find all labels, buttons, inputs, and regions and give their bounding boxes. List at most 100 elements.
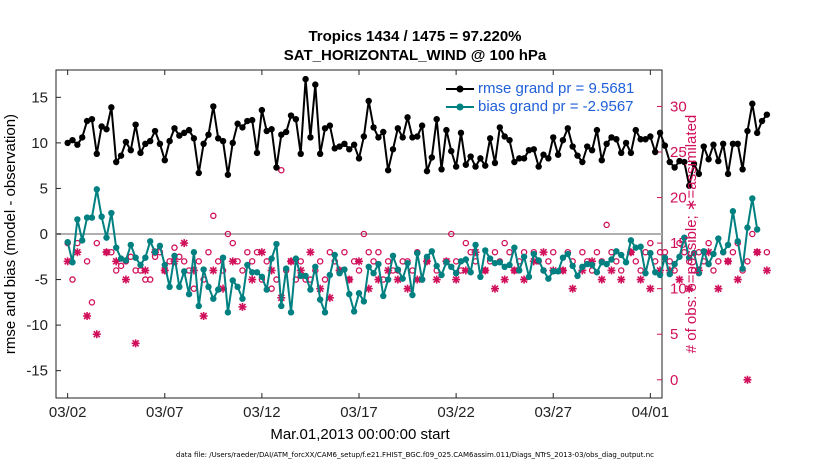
bias-data-point [598, 259, 605, 266]
bias-data-point [482, 247, 489, 254]
x-tick-label: 03/17 [340, 404, 378, 421]
legend-bias-marker-icon [446, 103, 474, 111]
obs-assimilated-marker [121, 275, 130, 284]
bias-data-point [117, 255, 125, 262]
rmse-data-point [588, 146, 596, 154]
bias-data-point [214, 286, 222, 293]
bias-data-point [671, 260, 678, 268]
bias-data-point [273, 240, 280, 248]
bias-data-point [355, 290, 363, 297]
rmse-data-point [710, 141, 717, 148]
rmse-data-point [647, 133, 654, 140]
rmse-data-point [685, 182, 693, 189]
obs-possible-marker [579, 248, 586, 256]
rmse-data-point [302, 75, 309, 83]
obs-assimilated-marker [743, 375, 752, 384]
rmse-data-point [282, 128, 290, 136]
rmse-data-point [705, 156, 712, 163]
bias-data-point [443, 259, 450, 266]
bias-data-point [564, 250, 571, 258]
rmse-data-point [113, 158, 120, 166]
bias-data-point [282, 265, 290, 272]
obs-assimilated-marker [762, 266, 771, 275]
obs-assimilated-marker [248, 275, 257, 284]
rmse-data-point [69, 136, 76, 144]
bias-data-point [151, 249, 159, 256]
bias-data-point [744, 224, 751, 231]
bias-data-point [462, 256, 470, 263]
rmse-data-point [418, 122, 426, 129]
bias-data-point [258, 273, 266, 281]
bias-data-point [681, 234, 688, 241]
obs-assimilated-marker [83, 312, 92, 320]
obs-possible-marker [355, 267, 363, 274]
obs-assimilated-marker [102, 248, 111, 257]
bias-data-point [477, 273, 484, 281]
obs-possible-marker [763, 248, 771, 256]
rmse-data-point [98, 123, 105, 130]
rmse-data-point [326, 122, 334, 129]
rmse-data-point [190, 135, 198, 142]
bias-data-point [331, 251, 338, 259]
bias-data-point [127, 241, 134, 249]
bias-data-point [423, 253, 431, 260]
rmse-data-point [530, 146, 538, 153]
rmse-data-point [176, 132, 183, 139]
rmse-data-point [656, 129, 664, 137]
rmse-data-point [258, 106, 266, 114]
rmse-data-point [501, 133, 508, 140]
bias-data-point [346, 290, 353, 298]
bias-data-point [399, 275, 406, 282]
bias-data-point [268, 255, 275, 262]
bias-data-point [224, 309, 232, 316]
rmse-data-point [666, 158, 673, 166]
bias-data-point [190, 249, 198, 256]
bias-data-point [690, 249, 698, 257]
bias-data-point [593, 269, 601, 276]
bias-data-point [103, 234, 110, 241]
rmse-data-point [103, 126, 110, 133]
chart-title-line2: SAT_HORIZONTAL_WIND @ 100 hPa [283, 47, 547, 64]
rmse-data-point [370, 124, 377, 131]
rmse-data-point [195, 169, 202, 177]
bias-data-point [749, 195, 756, 202]
bias-data-point [336, 269, 343, 277]
rmse-data-point [142, 140, 149, 147]
bias-data-point [312, 263, 319, 270]
obs-possible-marker [637, 267, 644, 274]
rmse-data-point [122, 138, 130, 146]
obs-possible-marker [370, 258, 377, 265]
obs-assimilated-marker [355, 257, 363, 266]
bias-data-point [603, 260, 610, 268]
rmse-data-point [244, 117, 251, 125]
legend-rmse-marker-icon [446, 85, 474, 93]
obs-assimilated-marker [432, 275, 441, 284]
bias-data-point [530, 250, 538, 258]
bias-data-point [185, 290, 193, 298]
rmse-data-point [312, 81, 319, 88]
rmse-data-point [690, 160, 698, 168]
bias-data-point [302, 272, 309, 280]
obs-assimilated-marker [646, 284, 655, 293]
rmse-data-point [423, 167, 431, 175]
obs-assimilated-marker [675, 275, 684, 284]
y2-tick-label: 0 [670, 372, 678, 389]
obs-possible-marker [491, 248, 499, 256]
rmse-data-point [671, 164, 678, 171]
bias-data-point [394, 266, 402, 273]
y-tick-label: -15 [26, 363, 48, 380]
obs-assimilated-marker [597, 275, 606, 284]
obs-assimilated-marker [199, 312, 208, 320]
bias-data-point [93, 186, 100, 193]
bias-data-point [316, 296, 324, 303]
rmse-data-point [724, 170, 732, 178]
obs-assimilated-marker [209, 266, 218, 275]
rmse-data-point [627, 149, 635, 157]
rmse-data-point [622, 139, 630, 147]
rmse-data-point [540, 151, 547, 158]
bias-data-point [428, 248, 436, 255]
obs-assimilated-marker [724, 257, 733, 266]
obs-assimilated-marker [452, 275, 461, 284]
rmse-data-point [535, 163, 542, 170]
bias-data-point [88, 214, 96, 221]
